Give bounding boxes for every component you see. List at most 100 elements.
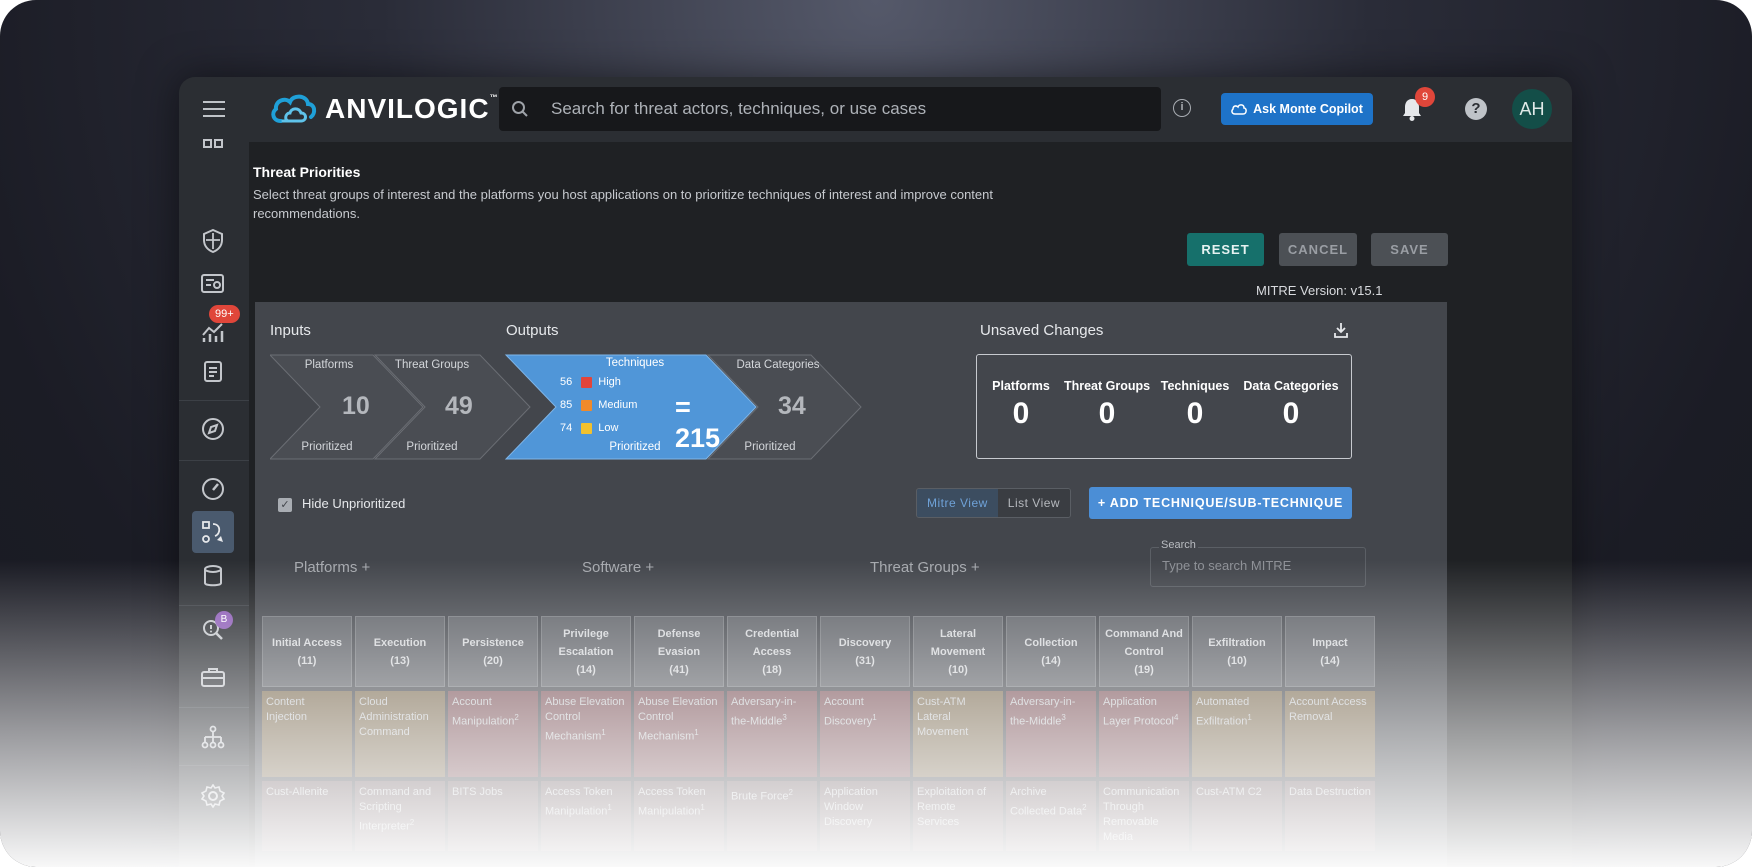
tactic-header[interactable]: Credential Access (18) [727,616,817,687]
technique-name: Cust-ATM Lateral Movement [917,696,969,738]
sidebar-item-explore[interactable] [192,408,234,450]
unsaved-threat-groups-label: Threat Groups [1063,379,1151,393]
sidebar-item-security[interactable] [192,220,234,262]
gauge-icon [202,478,224,500]
cloud-logo-icon [271,94,317,123]
global-search-input[interactable] [551,99,1111,119]
tactic-name: Lateral Movement [930,627,986,658]
ask-copilot-label: Ask Monte Copilot [1253,102,1363,116]
tactic-header-text: Credential Access (18) [728,625,816,679]
global-search[interactable] [499,87,1161,131]
technique-cell[interactable]: Account Manipulation2 [448,691,538,777]
technique-cell[interactable]: Cust-ATM Lateral Movement [913,691,1003,777]
technique-cell[interactable]: Cloud Administration Command [355,691,445,777]
tactic-name: Privilege Escalation [558,627,614,658]
technique-count: 1 [601,728,606,737]
notification-badge: 9 [1415,87,1435,107]
technique-cell[interactable]: Access Token Manipulation1 [634,781,724,851]
help-icon[interactable]: ? [1465,98,1487,120]
technique-cell[interactable]: Account Access Removal [1285,691,1375,777]
tactic-header-text: Command And Control (19) [1100,625,1188,679]
download-icon[interactable] [1333,322,1349,338]
techniques-medium-label: Medium [598,399,638,411]
technique-cell[interactable]: Cust-ATM C2 [1192,781,1282,851]
sidebar-item-hierarchy[interactable] [192,716,234,758]
data-categories-chevron-label: Data Categories [736,359,820,371]
technique-cell[interactable]: Account Discovery1 [820,691,910,777]
tactic-header[interactable]: Lateral Movement (10) [913,616,1003,687]
tactic-header-text: Persistence (20) [462,634,524,670]
technique-cell[interactable]: Adversary-in-the-Middle3 [1006,691,1096,777]
technique-cell[interactable]: Content Injection [262,691,352,777]
platforms-filter[interactable]: Platforms + [294,559,371,576]
threat-groups-filter[interactable]: Threat Groups + [870,559,980,576]
sidebar-item-toolbox[interactable] [192,656,234,698]
add-technique-button[interactable]: + ADD TECHNIQUE/SUB-TECHNIQUE [1089,487,1352,519]
cancel-button[interactable]: CANCEL [1279,233,1357,266]
mitre-search-input[interactable] [1162,558,1352,573]
reset-button[interactable]: RESET [1187,233,1264,266]
sidebar-item-search-list[interactable] [192,263,234,305]
sidebar-item-dashboard[interactable] [192,468,234,510]
tactic-header-text: Defense Evasion (41) [635,625,723,679]
tactic-header[interactable]: Persistence (20) [448,616,538,687]
technique-cell[interactable]: Cust-Allenite [262,781,352,851]
tactic-count: (31) [855,654,875,667]
hide-unprioritized-checkbox[interactable]: ✓ [278,498,292,512]
tactic-header[interactable]: Defense Evasion (41) [634,616,724,687]
sidebar-item-data[interactable] [192,555,234,597]
hide-unprioritized-label[interactable]: Hide Unprioritized [302,496,406,511]
technique-cell[interactable]: Abuse Elevation Control Mechanism1 [634,691,724,777]
techniques-high: 56 High [560,376,621,388]
tactic-header[interactable]: Execution (13) [355,616,445,687]
technique-count: 3 [782,713,787,722]
technique-cell[interactable]: Data Destruction [1285,781,1375,851]
menu-icon[interactable] [203,101,225,117]
sidebar-item-reports[interactable] [192,350,234,392]
technique-cell[interactable]: Application Layer Protocol4 [1099,691,1189,777]
sidebar-item-grid[interactable] [192,128,234,170]
sidebar-item-threat-priorities[interactable] [192,511,234,553]
technique-cell[interactable]: Communication Through Removable Media [1099,781,1189,851]
technique-cell[interactable]: Command and Scripting Interpreter2 [355,781,445,851]
tactic-header[interactable]: Privilege Escalation (14) [541,616,631,687]
tactic-header[interactable]: Collection (14) [1006,616,1096,687]
unsaved-threat-groups: Threat Groups 0 [1061,379,1153,431]
mitre-version: MITRE Version: v15.1 [1256,283,1383,298]
technique-cell[interactable]: Archive Collected Data2 [1006,781,1096,851]
technique-cell[interactable]: Application Window Discovery [820,781,910,851]
technique-cell[interactable]: BITS Jobs [448,781,538,851]
technique-cell[interactable]: Access Token Manipulation1 [541,781,631,851]
techniques-low: 74 Low [560,422,618,434]
technique-count: 4 [1173,713,1179,722]
anvilogic-logo[interactable]: ANVILOGIC™ [269,89,499,129]
tactic-name: Exfiltration [1208,636,1266,649]
sidebar-item-settings[interactable] [192,775,234,817]
sidebar-item-analytics[interactable] [192,311,234,353]
tactic-header[interactable]: Exfiltration (10) [1192,616,1282,687]
tactic-name: Command And Control [1105,627,1183,658]
technique-cell[interactable]: Automated Exfiltration1 [1192,691,1282,777]
tactic-header[interactable]: Discovery (31) [820,616,910,687]
technique-cell[interactable]: Abuse Elevation Control Mechanism1 [541,691,631,777]
save-button[interactable]: SAVE [1371,233,1448,266]
technique-name: Abuse Elevation Control Mechanism [638,696,718,743]
tactic-header-text: Collection (14) [1024,634,1077,670]
technique-cell[interactable]: Adversary-in-the-Middle3 [727,691,817,777]
info-icon[interactable]: i [1173,99,1191,117]
technique-cell[interactable]: Brute Force2 [727,781,817,851]
techniques-medium-count: 85 [560,399,573,411]
technique-cell[interactable]: Exploitation of Remote Services [913,781,1003,851]
mitre-view-button[interactable]: Mitre View [917,489,998,517]
tactic-name: Collection [1024,636,1078,649]
tactic-header[interactable]: Initial Access (11) [262,616,352,687]
list-view-button[interactable]: List View [997,489,1071,517]
tactic-header[interactable]: Impact (14) [1285,616,1375,687]
software-filter[interactable]: Software + [582,559,655,576]
tactic-header[interactable]: Command And Control (19) [1099,616,1189,687]
mitre-search[interactable]: Search [1150,539,1366,587]
mitre-search-label: Search [1159,539,1198,551]
outputs-label: Outputs [506,322,559,339]
ask-copilot-button[interactable]: Ask Monte Copilot [1221,93,1373,125]
avatar[interactable]: AH [1512,89,1552,129]
